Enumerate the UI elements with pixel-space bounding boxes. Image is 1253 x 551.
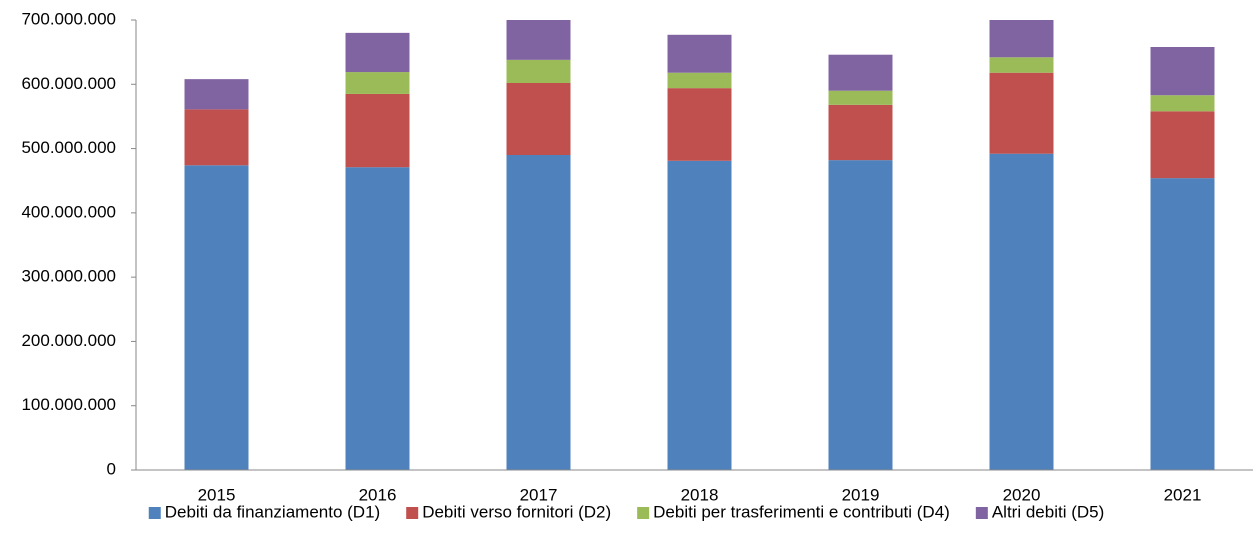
bar-segment — [506, 20, 571, 60]
bar-segment — [184, 165, 249, 471]
bar-segment — [184, 109, 249, 166]
legend-label: Debiti verso fornitori (D2) — [422, 502, 611, 521]
bar-segment — [1150, 47, 1215, 96]
x-tick-label: 2021 — [1164, 485, 1202, 504]
y-tick-label: 400.000.000 — [21, 202, 116, 221]
legend-swatch — [406, 507, 419, 519]
y-tick-label: 500.000.000 — [21, 138, 116, 157]
y-tick-label: 300.000.000 — [21, 267, 116, 286]
bar-segment — [989, 57, 1054, 73]
bar-segment — [1150, 178, 1215, 470]
legend-label: Altri debiti (D5) — [992, 502, 1104, 521]
bar-segment — [1150, 95, 1215, 112]
bar-segment — [989, 72, 1054, 154]
x-tick-label: 2016 — [359, 485, 397, 504]
bar-segment — [345, 72, 410, 94]
y-tick-label: 0 — [107, 459, 116, 478]
bar-segment — [667, 88, 732, 161]
y-tick-label: 100.000.000 — [21, 395, 116, 414]
bar-segment — [828, 90, 893, 105]
bar-segment — [989, 20, 1054, 58]
legend-swatch — [975, 507, 988, 519]
bar-segment — [1150, 111, 1215, 179]
bar-segment — [184, 79, 249, 110]
y-tick-label: 700.000.000 — [21, 9, 116, 28]
bar-segment — [506, 83, 571, 155]
y-tick-label: 200.000.000 — [21, 331, 116, 350]
bar-segment — [345, 32, 410, 73]
bar-segment — [828, 54, 893, 91]
bar-segment — [989, 153, 1054, 470]
x-tick-label: 2019 — [842, 485, 880, 504]
x-tick-label: 2017 — [520, 485, 558, 504]
bar-segment — [506, 59, 571, 83]
bar-segment — [667, 72, 732, 89]
bar-segment — [345, 93, 410, 168]
bar-segment — [345, 167, 410, 470]
x-tick-label: 2018 — [681, 485, 719, 504]
x-tick-label: 2020 — [1003, 485, 1041, 504]
legend-swatch — [637, 507, 650, 519]
bar-segment — [506, 155, 571, 470]
bar-segment — [667, 160, 732, 471]
bar-segment — [828, 160, 893, 470]
y-tick-label: 600.000.000 — [21, 74, 116, 93]
legend-label: Debiti da finanziamento (D1) — [165, 502, 380, 521]
legend-swatch — [148, 507, 161, 519]
x-tick-label: 2015 — [198, 485, 236, 504]
bar-segment — [828, 104, 893, 161]
legend-label: Debiti per trasferimenti e contributi (D… — [653, 502, 950, 521]
bar-segment — [667, 34, 732, 73]
